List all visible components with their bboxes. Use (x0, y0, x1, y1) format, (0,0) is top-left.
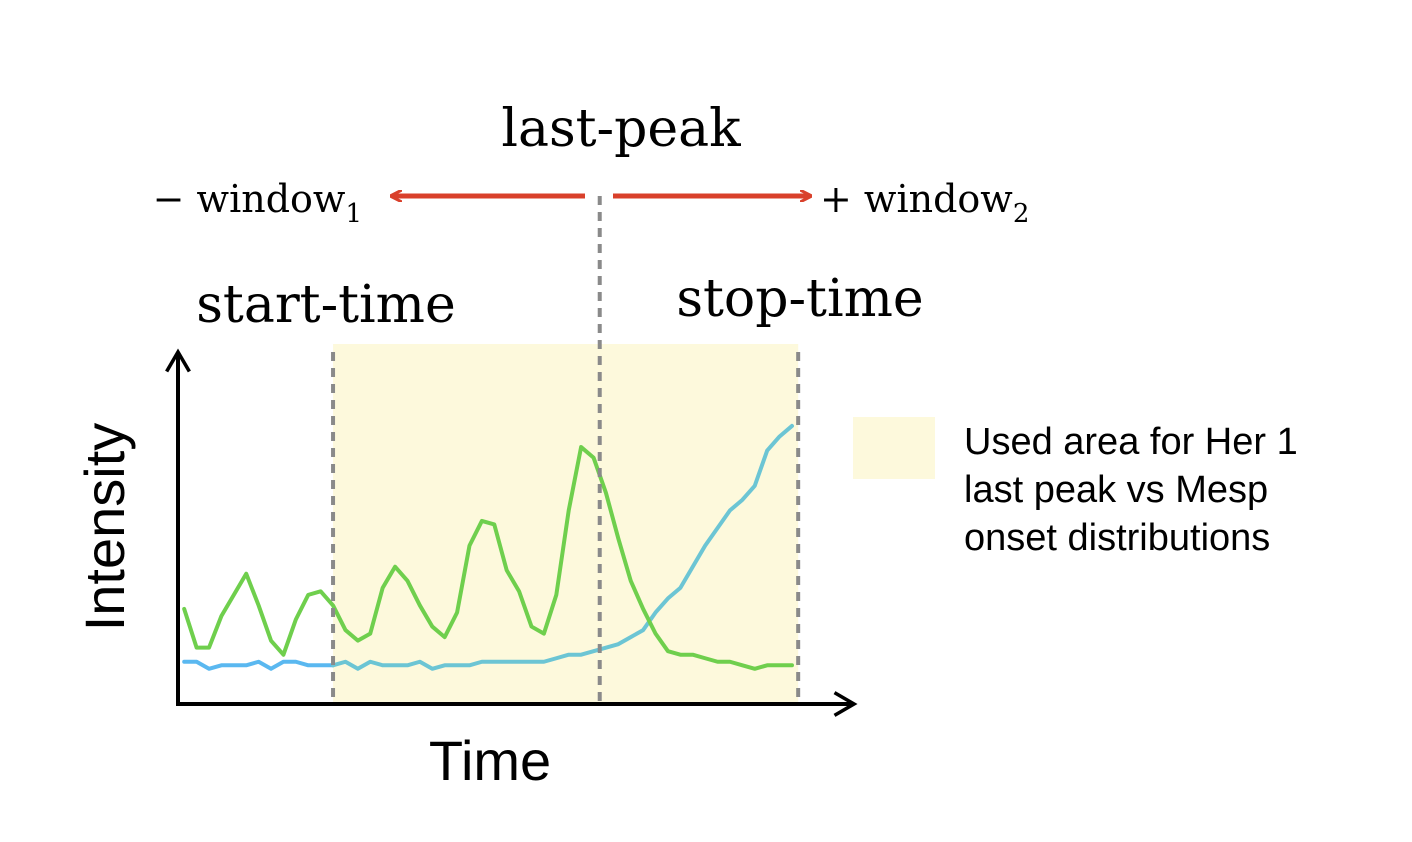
legend-line: last peak vs Mesp (964, 469, 1269, 511)
legend-text: Used area for Her 1 last peak vs Mesp on… (964, 418, 1404, 562)
last-peak-label: last-peak (501, 99, 741, 159)
legend-swatch (853, 417, 935, 479)
plus-window-label: + window2 (820, 177, 1029, 229)
start-time-label: start-time (196, 275, 456, 335)
stop-time-label: stop-time (676, 269, 923, 329)
legend-line: Used area for Her 1 (964, 421, 1298, 463)
green-trace (182, 445, 794, 671)
blue-trace-segment (182, 659, 336, 671)
y-axis-label: Intensity (73, 423, 136, 632)
x-axis-label: Time (429, 729, 551, 792)
traces (182, 423, 794, 671)
blue-trace-segment (331, 423, 794, 671)
legend-line: onset distributions (964, 517, 1271, 559)
minus-window-label: − window1 (153, 177, 362, 229)
